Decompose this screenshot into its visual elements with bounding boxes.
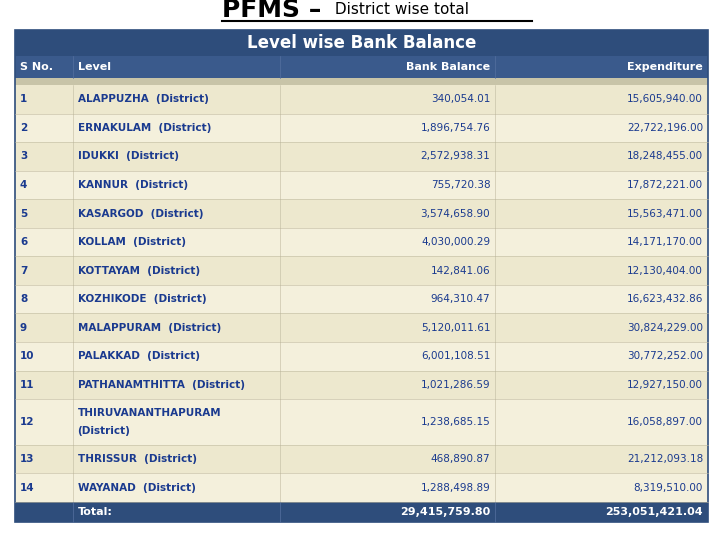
Text: ALAPPUZHA  (District): ALAPPUZHA (District) [78,94,208,104]
Text: S No.: S No. [20,62,53,72]
Bar [15,171,708,199]
Text: PALAKKAD  (District): PALAKKAD (District) [78,352,199,361]
Text: KANNUR  (District): KANNUR (District) [78,180,188,190]
Text: ERNAKULAM  (District): ERNAKULAM (District) [78,123,211,133]
Bar [15,30,708,56]
Text: 1,238,685.15: 1,238,685.15 [420,417,490,427]
Text: 3: 3 [20,151,27,161]
Text: 17,872,221.00: 17,872,221.00 [627,180,703,190]
Text: 253,051,421.04: 253,051,421.04 [606,507,703,517]
Text: 1: 1 [20,94,27,104]
Text: 755,720.38: 755,720.38 [431,180,490,190]
Text: IDUKKI  (District): IDUKKI (District) [78,151,179,161]
Text: Level wise Bank Balance: Level wise Bank Balance [247,34,476,52]
Text: 8,319,510.00: 8,319,510.00 [634,483,703,492]
Text: 142,841.06: 142,841.06 [431,266,490,275]
Text: 9: 9 [20,323,27,333]
Text: 964,310.47: 964,310.47 [431,294,490,304]
Text: 30,772,252.00: 30,772,252.00 [627,352,703,361]
Text: 11: 11 [20,380,35,390]
Text: 468,890.87: 468,890.87 [431,454,490,464]
Text: 16,058,897.00: 16,058,897.00 [627,417,703,427]
Text: 1,288,498.89: 1,288,498.89 [420,483,490,492]
Text: District wise total: District wise total [330,3,469,17]
Text: Bank Balance: Bank Balance [406,62,490,72]
Text: 13: 13 [20,454,35,464]
Bar [15,199,708,228]
Bar [15,285,708,314]
Text: 15,605,940.00: 15,605,940.00 [627,94,703,104]
Bar [15,474,708,502]
Bar [15,502,708,522]
Text: PFMS –: PFMS – [222,0,321,22]
Text: 14,171,170.00: 14,171,170.00 [627,237,703,247]
Text: 2,572,938.31: 2,572,938.31 [420,151,490,161]
Text: 30,824,229.00: 30,824,229.00 [627,323,703,333]
Text: WAYANAD  (District): WAYANAD (District) [78,483,195,492]
Text: 4: 4 [20,180,27,190]
Text: 16,623,432.86: 16,623,432.86 [626,294,703,304]
Bar [15,142,708,171]
Text: 8: 8 [20,294,27,304]
Bar [15,370,708,399]
Text: 22,722,196.00: 22,722,196.00 [627,123,703,133]
Text: 14: 14 [20,483,35,492]
Text: 2: 2 [20,123,27,133]
Text: (District): (District) [78,426,130,436]
Bar [15,56,708,78]
Text: 1,021,286.59: 1,021,286.59 [420,380,490,390]
Text: 6: 6 [20,237,27,247]
Bar [15,256,708,285]
Text: THRISSUR  (District): THRISSUR (District) [78,454,197,464]
Text: 18,248,455.00: 18,248,455.00 [627,151,703,161]
Text: 7: 7 [20,266,27,275]
Bar [15,445,708,474]
Text: 12,130,404.00: 12,130,404.00 [627,266,703,275]
Text: Total:: Total: [78,507,112,517]
Text: 12,927,150.00: 12,927,150.00 [627,380,703,390]
Text: 12: 12 [20,417,35,427]
Text: 15,563,471.00: 15,563,471.00 [627,208,703,219]
Text: 10: 10 [20,352,35,361]
Text: 5,120,011.61: 5,120,011.61 [420,323,490,333]
Bar [15,78,708,85]
Bar [15,342,708,370]
Text: KASARGOD  (District): KASARGOD (District) [78,208,203,219]
Bar [15,399,708,445]
Text: KOTTAYAM  (District): KOTTAYAM (District) [78,266,199,275]
Text: 340,054.01: 340,054.01 [431,94,490,104]
Text: 29,415,759.80: 29,415,759.80 [400,507,490,517]
Text: 5: 5 [20,208,27,219]
Text: KOZHIKODE  (District): KOZHIKODE (District) [78,294,206,304]
Text: Expenditure: Expenditure [627,62,703,72]
Text: 3,574,658.90: 3,574,658.90 [420,208,490,219]
Text: KOLLAM  (District): KOLLAM (District) [78,237,186,247]
Text: 21,212,093.18: 21,212,093.18 [626,454,703,464]
Text: MALAPPURAM  (District): MALAPPURAM (District) [78,323,221,333]
Text: PATHANAMTHITTA  (District): PATHANAMTHITTA (District) [78,380,245,390]
Bar [15,85,708,113]
Bar [15,228,708,256]
Text: 4,030,000.29: 4,030,000.29 [421,237,490,247]
Bar [15,113,708,142]
Text: THIRUVANANTHAPURAM: THIRUVANANTHAPURAM [78,408,221,418]
Text: Level: Level [78,62,110,72]
Text: 1,896,754.76: 1,896,754.76 [420,123,490,133]
Text: 6,001,108.51: 6,001,108.51 [421,352,490,361]
Bar [15,314,708,342]
